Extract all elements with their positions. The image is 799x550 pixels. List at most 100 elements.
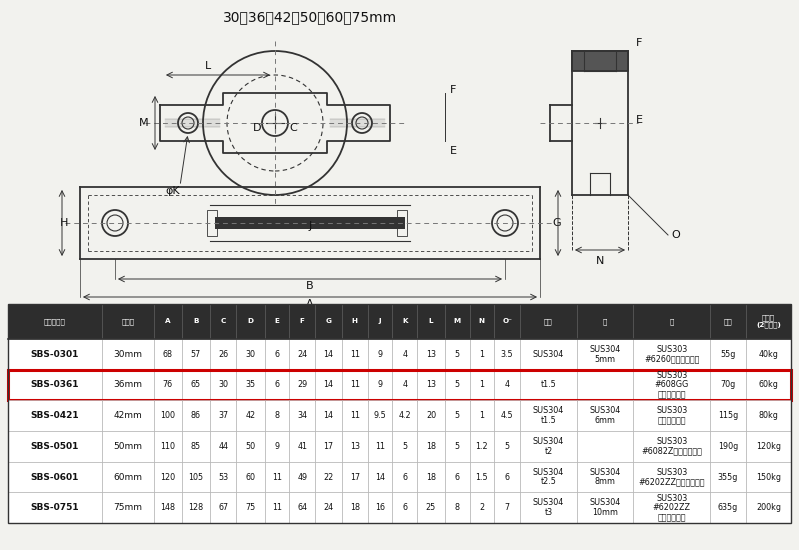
Bar — [342, 462, 368, 492]
Text: 4: 4 — [402, 350, 407, 359]
Text: SUS303
ベアリング入: SUS303 ベアリング入 — [656, 406, 687, 425]
Bar — [577, 339, 633, 370]
Bar — [182, 400, 210, 431]
Text: 14: 14 — [324, 350, 333, 359]
Text: 49: 49 — [297, 472, 308, 482]
Bar — [316, 370, 342, 400]
Text: 14: 14 — [324, 381, 333, 389]
Bar — [102, 462, 153, 492]
Text: 13: 13 — [350, 442, 360, 451]
Text: SUS303
#608GG
ベアリング入: SUS303 #608GG ベアリング入 — [654, 371, 689, 399]
Text: A: A — [306, 299, 314, 309]
Bar — [710, 339, 746, 370]
Bar — [8, 370, 791, 400]
Bar — [102, 339, 153, 370]
Text: SBS-0601: SBS-0601 — [31, 472, 79, 482]
Bar — [746, 304, 791, 339]
Bar — [392, 492, 417, 523]
Text: B: B — [193, 318, 199, 324]
Text: 11: 11 — [350, 350, 360, 359]
Text: 耐荷重
(2ケ当り): 耐荷重 (2ケ当り) — [756, 314, 781, 328]
Text: SUS303
#6202ZZベアリング入: SUS303 #6202ZZベアリング入 — [638, 468, 705, 486]
Text: 86: 86 — [191, 411, 201, 420]
Bar — [237, 339, 264, 370]
Text: N: N — [596, 256, 604, 266]
Bar — [210, 492, 237, 523]
Text: 120kg: 120kg — [756, 442, 781, 451]
Text: 13: 13 — [426, 381, 436, 389]
Text: 11: 11 — [272, 503, 282, 513]
Text: G: G — [325, 318, 332, 324]
Text: SUS304
10mm: SUS304 10mm — [590, 498, 621, 517]
Bar — [342, 400, 368, 431]
Text: SBS-0751: SBS-0751 — [30, 503, 79, 513]
Text: 150kg: 150kg — [756, 472, 781, 482]
Bar — [264, 304, 289, 339]
Bar — [153, 431, 182, 462]
Bar — [237, 304, 264, 339]
Bar — [633, 339, 710, 370]
Text: φK: φK — [165, 186, 180, 196]
Bar — [264, 370, 289, 400]
Bar — [210, 339, 237, 370]
Bar — [237, 492, 264, 523]
Text: 18: 18 — [426, 442, 436, 451]
Text: 70g: 70g — [721, 381, 736, 389]
Bar — [470, 370, 494, 400]
Bar — [210, 462, 237, 492]
Text: 60kg: 60kg — [758, 381, 778, 389]
Text: F: F — [636, 38, 642, 48]
Text: 60mm: 60mm — [113, 472, 142, 482]
Bar — [207, 210, 217, 236]
Bar — [710, 370, 746, 400]
Text: 24: 24 — [324, 503, 334, 513]
Bar — [417, 462, 445, 492]
Text: 190g: 190g — [718, 442, 738, 451]
Text: 9: 9 — [378, 350, 383, 359]
Bar — [316, 492, 342, 523]
Text: 18: 18 — [426, 472, 436, 482]
Bar — [182, 492, 210, 523]
Bar — [368, 431, 392, 462]
Text: 5: 5 — [505, 442, 510, 451]
Text: 50mm: 50mm — [113, 442, 142, 451]
Bar — [153, 304, 182, 339]
Bar — [577, 431, 633, 462]
Bar — [237, 370, 264, 400]
Text: 8: 8 — [455, 503, 459, 513]
Text: 5: 5 — [455, 442, 460, 451]
Bar — [182, 462, 210, 492]
Bar — [494, 431, 520, 462]
Bar — [368, 400, 392, 431]
Bar — [494, 492, 520, 523]
Bar — [470, 339, 494, 370]
Text: 80kg: 80kg — [758, 411, 778, 420]
Text: 6: 6 — [455, 472, 459, 482]
Text: SUS304
6mm: SUS304 6mm — [590, 406, 621, 425]
Text: 6: 6 — [402, 472, 407, 482]
Bar — [342, 304, 368, 339]
Bar — [470, 400, 494, 431]
Bar — [397, 210, 407, 236]
Text: 重量: 重量 — [724, 318, 733, 324]
Bar — [102, 400, 153, 431]
Bar — [392, 462, 417, 492]
Text: 30: 30 — [218, 381, 229, 389]
Bar — [445, 400, 470, 431]
Bar — [746, 370, 791, 400]
Text: E: E — [636, 115, 643, 125]
Bar — [289, 339, 316, 370]
Bar — [470, 492, 494, 523]
Text: 355g: 355g — [718, 472, 738, 482]
Text: O: O — [671, 230, 680, 240]
Bar — [215, 217, 405, 229]
Text: SUS304
8mm: SUS304 8mm — [590, 468, 621, 486]
Text: 128: 128 — [189, 503, 204, 513]
Text: 4: 4 — [402, 381, 407, 389]
Bar — [494, 304, 520, 339]
Text: E: E — [274, 318, 280, 324]
Text: 軸: 軸 — [602, 318, 607, 324]
Text: 1: 1 — [479, 411, 484, 420]
Bar — [417, 400, 445, 431]
Bar — [182, 304, 210, 339]
